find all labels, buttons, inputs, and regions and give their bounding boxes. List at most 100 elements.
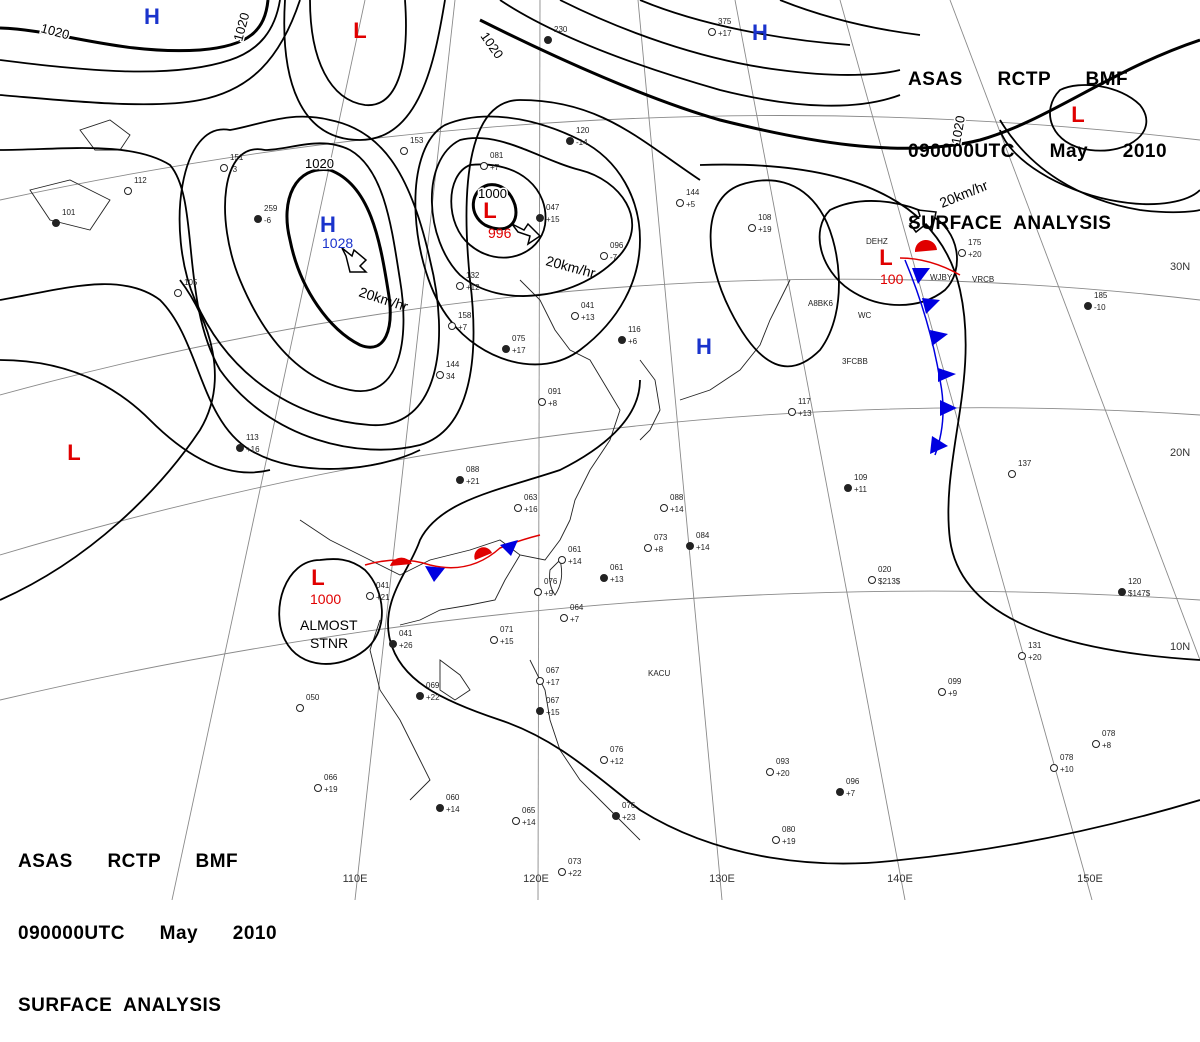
station-pressure: 109	[854, 473, 868, 482]
station-plot: 153	[400, 136, 424, 155]
station-circle	[314, 784, 322, 792]
station-circle	[660, 504, 668, 512]
station-pressure: 065	[522, 806, 536, 815]
station-pressure: 151	[230, 153, 244, 162]
station-pressure: 175	[968, 238, 982, 247]
station-circle	[868, 576, 876, 584]
station-pressure: 101	[62, 208, 76, 217]
station-circle	[480, 162, 488, 170]
longitude-line-120e	[537, 0, 541, 900]
station-circle	[600, 756, 608, 764]
weather-map: 230375+17081+7047+15096-7144+5120-14108+…	[0, 0, 1200, 900]
station-plot: 069+22	[416, 681, 440, 702]
station-plot: 076+23	[612, 801, 636, 822]
station-plot: 131+20	[1018, 641, 1042, 662]
isobar-ne-1	[999, 129, 1200, 206]
station-pressure: 091	[548, 387, 562, 396]
station-plot: 076+12	[600, 745, 624, 766]
isobar-south-long	[387, 379, 1200, 865]
hainan-island	[439, 659, 471, 701]
pressure-center-value: 996	[488, 225, 512, 241]
station-pressure: 375	[718, 17, 732, 26]
latitude-line-10n	[0, 590, 1200, 701]
isobar-north-2	[499, 0, 901, 107]
isobar-1000-south-low	[278, 558, 383, 665]
station-circle	[1008, 470, 1016, 478]
station-circle	[536, 707, 544, 715]
arrow-high-movement	[341, 247, 368, 273]
station-circle	[456, 282, 464, 290]
longitude-label: 140E	[887, 873, 913, 885]
latitude-label: 30N	[1170, 261, 1190, 273]
station-tendency: +17	[546, 678, 560, 687]
longitude-line-150e	[839, 0, 1093, 900]
title-bottom-line3: SURFACE ANALYSIS	[18, 995, 222, 1016]
warm-front-bump-1	[390, 557, 412, 566]
station-circle	[220, 164, 228, 172]
station-pressure: 088	[466, 465, 480, 474]
isobar-regional-1	[0, 99, 701, 451]
station-tendency: +14	[568, 557, 582, 566]
station-circle	[558, 556, 566, 564]
station-code: WC	[858, 311, 872, 320]
station-circle	[448, 322, 456, 330]
station-pressure: 050	[306, 693, 320, 702]
station-tendency: $213$	[878, 577, 901, 586]
station-pressure: 096	[610, 241, 624, 250]
station-tendency: +20	[1028, 653, 1042, 662]
station-circle	[174, 289, 182, 297]
latitude-label: 20N	[1170, 447, 1190, 459]
cold-front-barb-2	[500, 540, 518, 556]
isobar-high-outer-1	[224, 142, 405, 392]
warm-front-bump-2	[474, 547, 492, 560]
station-tendency: +19	[782, 837, 796, 846]
cold-front-barb-e4	[938, 368, 956, 382]
station-plot: 041+26	[389, 629, 413, 650]
longitude-line-140e	[734, 0, 906, 900]
station-plot: 175+20	[958, 238, 982, 259]
station-circle	[1050, 764, 1058, 772]
station-plot: 105	[174, 278, 198, 297]
station-tendency: +13	[610, 575, 624, 584]
guangdong-coast	[399, 554, 521, 626]
station-plot: 091+8	[538, 387, 562, 408]
station-code: WJBY	[930, 273, 953, 282]
low-pressure-center: L	[311, 565, 324, 590]
station-pressure: 096	[846, 777, 860, 786]
cold-front-barb-e6	[930, 436, 948, 454]
station-plot: 185-10	[1084, 291, 1108, 312]
isobar-low-north	[309, 0, 407, 106]
station-plot: 101	[52, 208, 76, 227]
pressure-center-value: 100	[880, 271, 904, 287]
isobar-nw-2	[0, 0, 281, 73]
station-plot: 078+8	[1092, 729, 1116, 750]
longitude-label: 120E	[523, 873, 549, 885]
station-pressure: 131	[1028, 641, 1042, 650]
station-circle	[844, 484, 852, 492]
station-plot: 065+14	[512, 806, 536, 827]
station-pressure: 259	[264, 204, 278, 213]
station-tendency: +15	[500, 637, 514, 646]
station-pressure: 132	[466, 271, 480, 280]
arrow-low-movement	[511, 222, 542, 246]
coastlines	[29, 119, 791, 841]
korea-coast	[639, 359, 661, 441]
station-tendency: +17	[512, 346, 526, 355]
station-plot: 120-14	[566, 126, 590, 147]
station-circle	[788, 408, 796, 416]
latitude-line-30n	[0, 278, 1200, 396]
title-top-line1: ASAS RCTP BMF	[908, 69, 1129, 90]
station-tendency: +21	[466, 477, 480, 486]
station-circle	[1118, 588, 1126, 596]
station-circle	[1018, 652, 1026, 660]
station-pressure: 093	[776, 757, 790, 766]
high-pressure-center: H	[320, 212, 336, 237]
station-circle	[436, 804, 444, 812]
station-circle	[618, 336, 626, 344]
station-plot: 096-7	[600, 241, 624, 262]
station-pressure: 078	[1060, 753, 1074, 762]
station-plot: 096+7	[836, 777, 860, 798]
station-circle	[254, 215, 262, 223]
station-plot: 080+19	[772, 825, 796, 846]
